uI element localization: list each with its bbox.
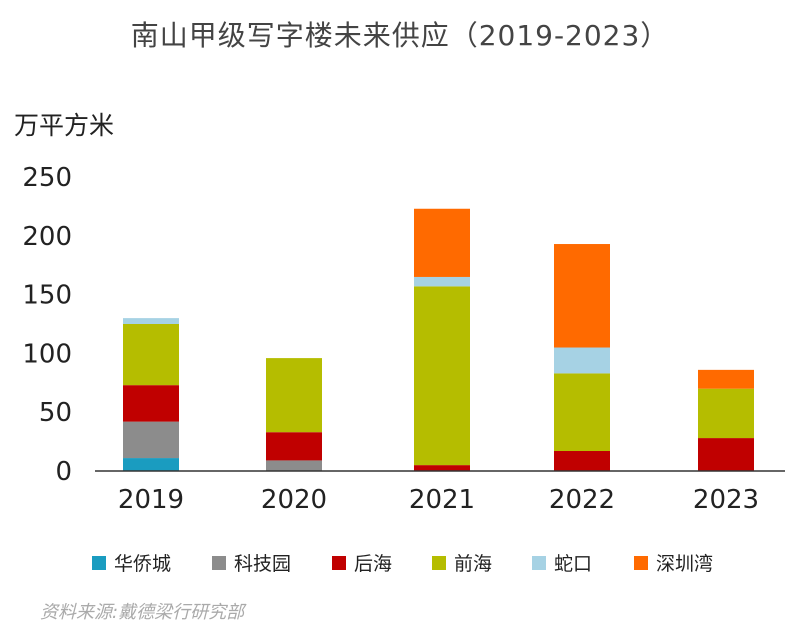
x-tick-label: 2023 — [693, 485, 759, 515]
bar-segment — [123, 421, 179, 459]
bar-segment — [554, 373, 610, 452]
y-tick-label: 150 — [22, 281, 72, 311]
bar-segment — [698, 388, 754, 439]
legend-swatch — [212, 556, 226, 570]
x-tick-label: 2022 — [549, 485, 615, 515]
y-axis-unit-label: 万平方米 — [14, 111, 115, 140]
bar-segment — [554, 244, 610, 348]
bar-segment — [414, 286, 470, 466]
chart-title: 南山甲级写字楼未来供应（2019-2023） — [130, 19, 670, 52]
legend-swatch — [432, 556, 446, 570]
y-tick-label: 250 — [22, 163, 72, 193]
bar-segment — [698, 438, 754, 471]
bar-segment — [414, 276, 470, 287]
bar-segment — [266, 432, 322, 461]
legend-swatch — [532, 556, 546, 570]
bar-segment — [266, 358, 322, 433]
bar-segment — [123, 385, 179, 422]
bar-segment — [414, 208, 470, 277]
bar-segment — [698, 369, 754, 389]
bar-segment — [554, 347, 610, 374]
legend-label: 前海 — [454, 553, 492, 575]
y-tick-label: 200 — [22, 222, 72, 252]
x-tick-label: 2019 — [118, 485, 184, 515]
legend-swatch — [332, 556, 346, 570]
legend-swatch — [634, 556, 648, 570]
legend-label: 蛇口 — [554, 553, 592, 575]
legend-swatch — [92, 556, 106, 570]
bar-segment — [414, 465, 470, 471]
x-tick-label: 2020 — [261, 485, 327, 515]
x-tick-label: 2021 — [409, 485, 475, 515]
source-note: 资料来源:戴德梁行研究部 — [40, 602, 245, 623]
bar-segment — [123, 458, 179, 471]
bar-segment — [554, 451, 610, 471]
legend-label: 科技园 — [234, 553, 291, 575]
bar-segment — [123, 318, 179, 324]
bar-segment — [266, 460, 322, 471]
bar-segment — [123, 324, 179, 386]
legend-label: 深圳湾 — [656, 553, 713, 575]
y-tick-label: 100 — [22, 339, 72, 369]
y-tick-label: 0 — [55, 457, 72, 487]
legend-label: 华侨城 — [114, 553, 171, 575]
y-tick-label: 50 — [39, 398, 72, 428]
legend-label: 后海 — [354, 553, 392, 575]
